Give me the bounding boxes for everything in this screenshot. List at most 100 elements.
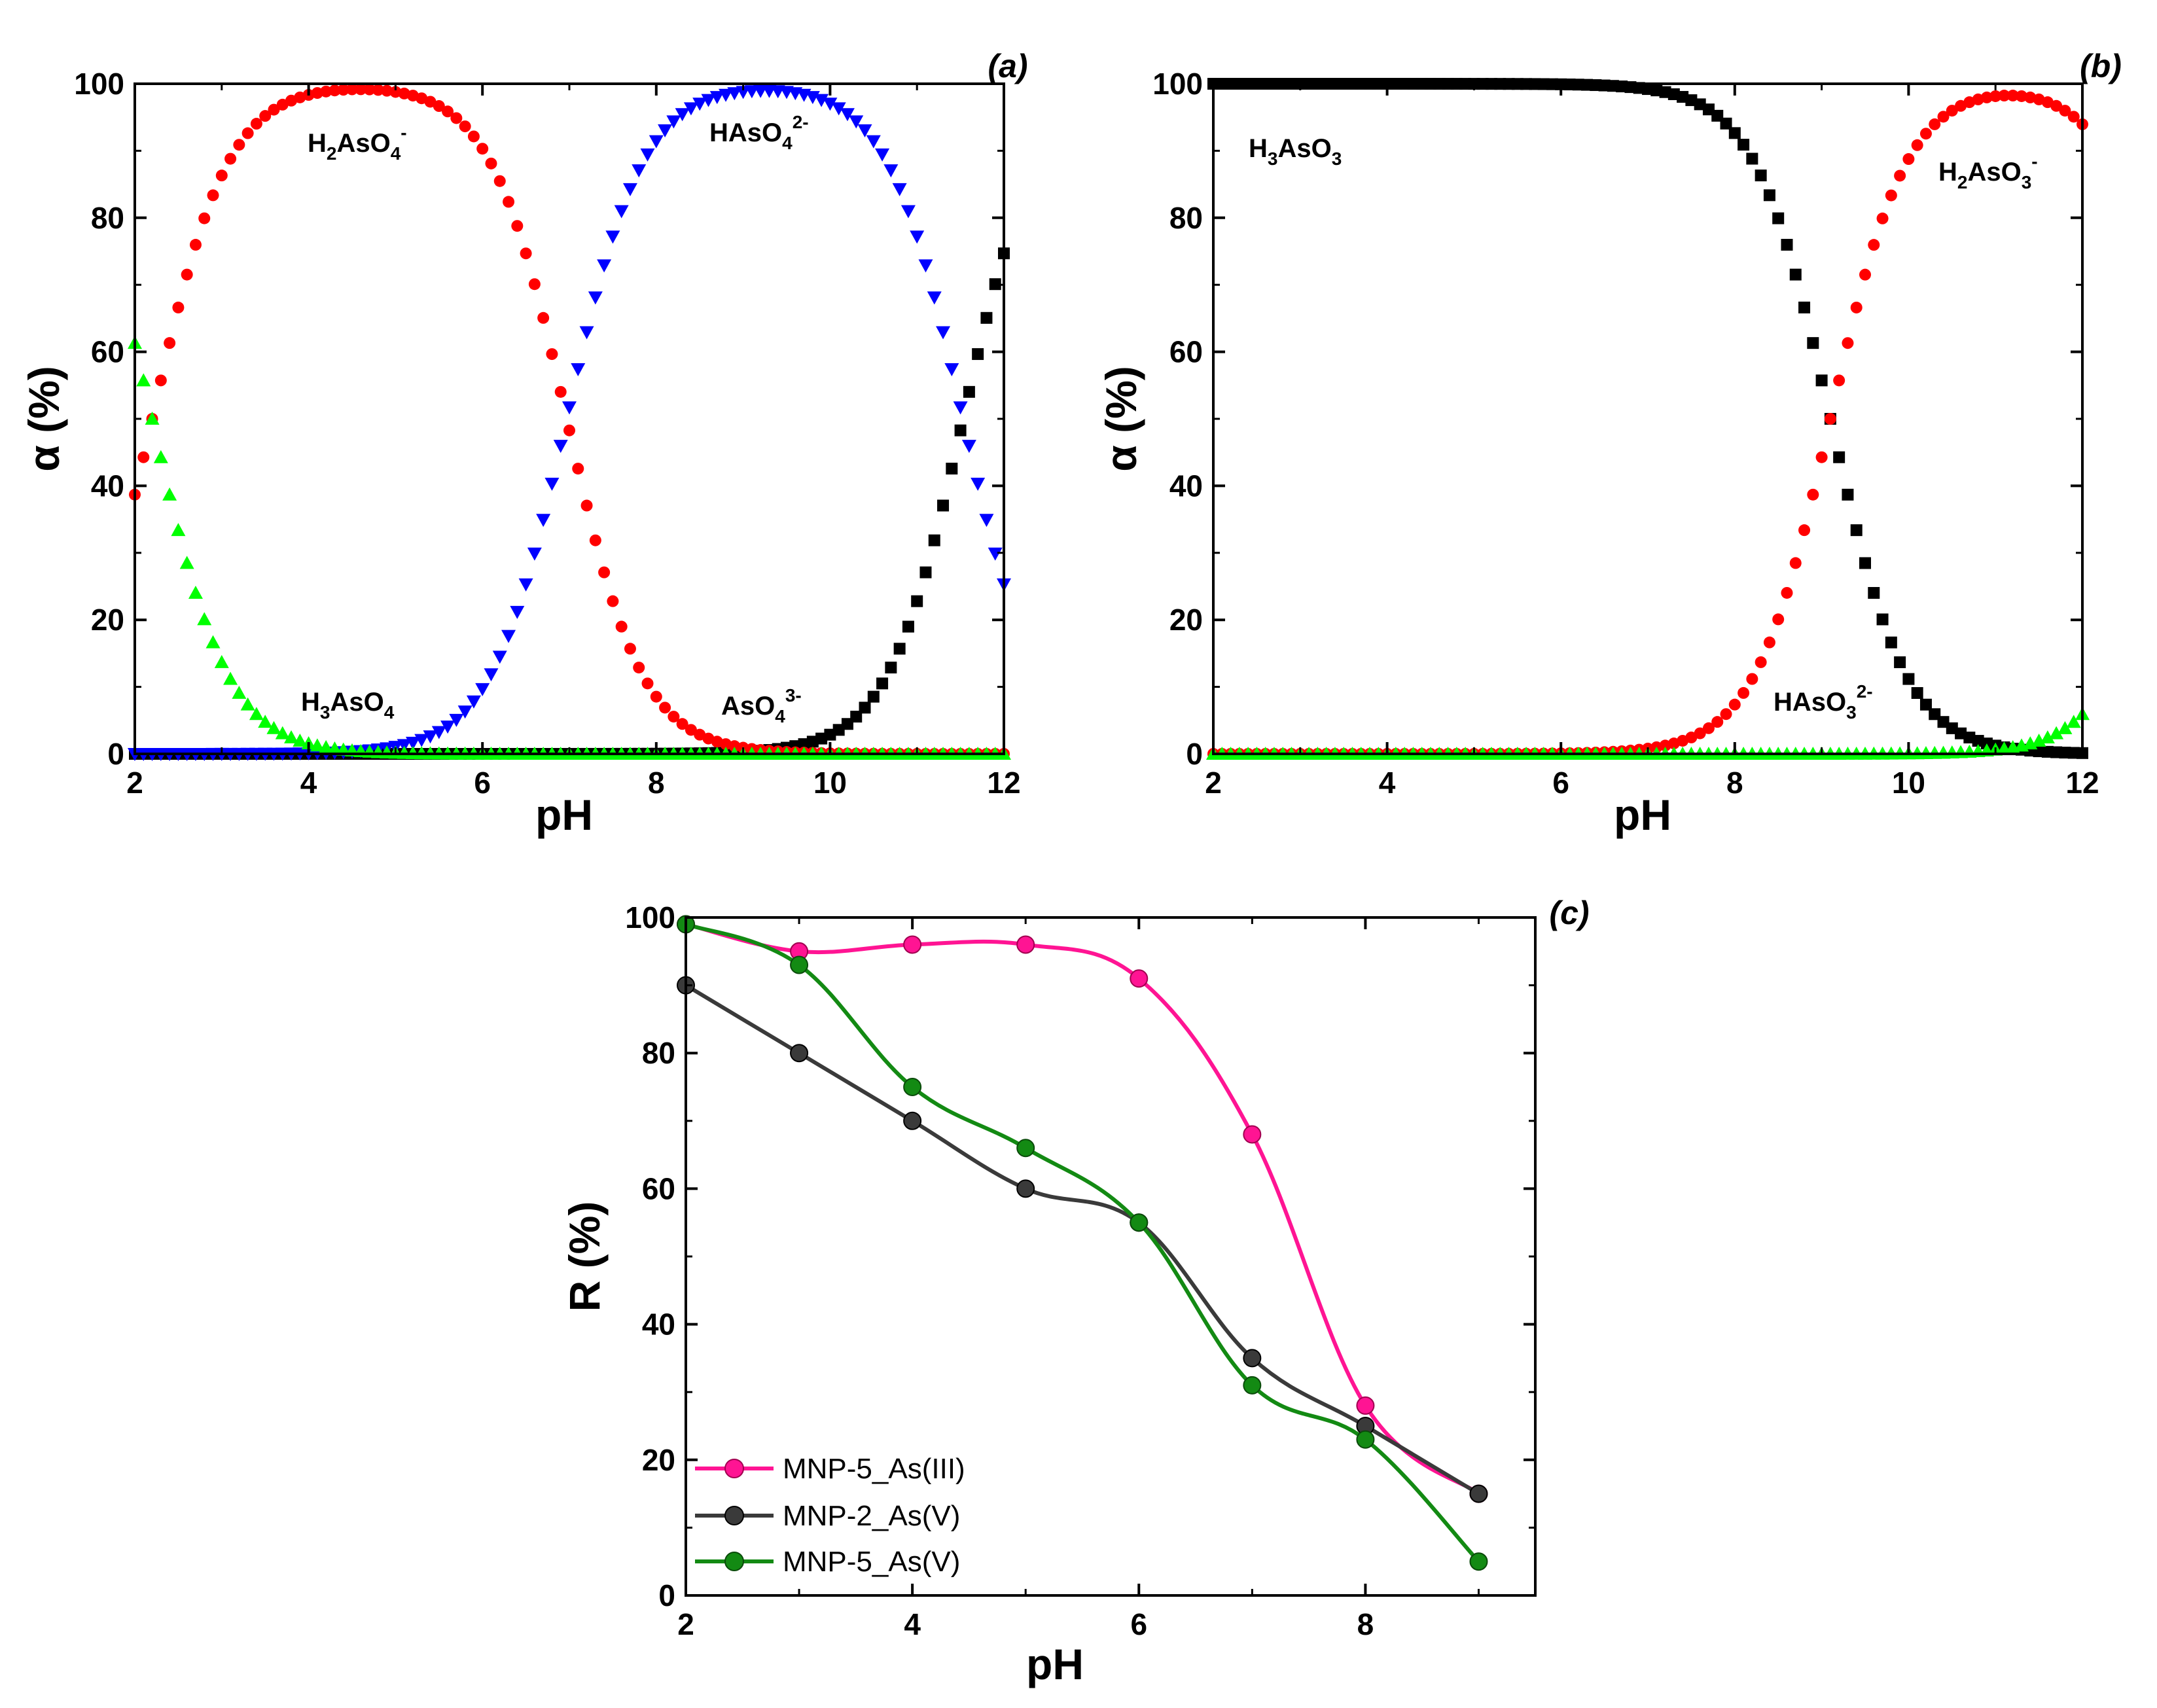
panel-b-point-H2AsO3- (1772, 613, 1785, 626)
panel-a-point-H2AsO4- (189, 239, 202, 251)
panel-c-point-MNP-2_As(V) (790, 1044, 809, 1063)
h2aso3-base: H (1938, 158, 1957, 187)
panel-a-point-H3AsO4 (188, 585, 203, 599)
panel-b-point-H2AsO3- (1919, 128, 1932, 140)
panel-a-point-HAsO42- (632, 164, 647, 178)
panel-a-point-H3AsO4 (153, 450, 168, 463)
panel-a-point-H2AsO4- (554, 385, 567, 398)
panel-c-point-MNP-5_As(V) (1243, 1376, 1262, 1395)
panel-a-point-H2AsO4- (311, 87, 323, 99)
panel-b-ticks: 2 4 6 8 10 12 0 20 40 60 80 100 (1152, 67, 2099, 800)
legend-label-mnp2-as5: MNP-2_As(V) (783, 1500, 960, 1532)
panel-a-point-H2AsO4- (503, 196, 515, 208)
panel-a-point-HAsO42- (892, 183, 907, 196)
panel-a-point-H2AsO4- (172, 301, 185, 313)
panel-a-y-tick-label: 0 (107, 737, 124, 771)
panel-a-point-H3AsO4 (293, 733, 308, 747)
panel-b-y-tick-label: 20 (1169, 603, 1203, 637)
panel-a-point-HAsO42- (900, 205, 916, 219)
panel-a-point-HAsO42- (701, 94, 716, 107)
legend-marker-mnp5-as3 (724, 1459, 744, 1478)
panel-b-point-H3AsO3 (1815, 374, 1828, 387)
h3aso4-rest: AsO (330, 688, 383, 717)
panel-c-point-MNP-5_As(V) (1469, 1552, 1488, 1571)
panel-a-point-HAsO42- (449, 713, 464, 727)
panel-a-point-H2AsO4- (320, 85, 332, 98)
panel-c-series-MNP-5_As(V) (677, 915, 1488, 1571)
panel-b-point-H3AsO3 (1720, 117, 1732, 130)
panel-c-x-tick-label: 2 (677, 1607, 694, 1641)
panel-a-point-H3AsO4 (266, 721, 281, 734)
panel-b-point-H2AsO3- (1894, 169, 1906, 182)
panel-a-point-H3AsO4 (162, 487, 177, 501)
panel-c-x-axis-label: pH (1026, 1640, 1084, 1688)
panel-b-label-h3aso3: H3AsO3 (1249, 134, 1342, 169)
panel-b-point-H2AsO3- (1702, 722, 1715, 734)
panel-a-point-H2AsO4- (164, 337, 176, 349)
panel-a-point-H2AsO4- (511, 220, 524, 232)
panel-a-point-HAsO42- (423, 730, 438, 744)
panel-b-point-H3AsO3 (1919, 698, 1932, 711)
h2aso3-rest: AsO (1967, 158, 2021, 187)
panel-a-point-H2AsO4- (224, 152, 237, 165)
panel-c-y-axis-label: R (%) (560, 1201, 609, 1312)
panel-b-point-H3AsO3 (1885, 636, 1897, 649)
panel-a-point-AsO43- (980, 311, 993, 324)
panel-b-point-H3AsO3 (1833, 451, 1845, 463)
panel-a-point-HAsO42- (910, 230, 925, 244)
panel-a-point-AsO43- (911, 595, 923, 607)
legend-label-mnp5-as5: MNP-5_As(V) (783, 1546, 960, 1578)
panel-a-y-tick-label: 80 (91, 201, 124, 235)
h3aso3-base: H (1249, 134, 1268, 163)
panel-a-point-H2AsO4- (572, 463, 584, 475)
panel-a-point-H2AsO4- (268, 103, 280, 116)
panel-b-x-tick-label: 4 (1379, 766, 1396, 800)
panel-a-point-H2AsO4- (685, 724, 697, 736)
panel-a-point-H2AsO4- (389, 86, 402, 98)
panel-a-x-tick-label: 10 (813, 766, 847, 800)
panel-a-point-H2AsO4- (215, 169, 228, 182)
aso4-sub2: 4 (775, 706, 785, 726)
panel-c-legend: MNP-5_As(III) MNP-2_As(V) MNP-5_As(V) (695, 1453, 965, 1578)
panel-a-point-HAsO42- (544, 477, 560, 491)
panel-a-point-H2AsO4- (241, 127, 254, 139)
panel-c-x-tick-label: 8 (1357, 1607, 1374, 1641)
panel-a-label-h2aso4: H2AsO4- (308, 122, 407, 164)
panel-c-y-tick-label: 100 (625, 900, 675, 934)
panel-a-plot-area (128, 83, 1011, 761)
panel-c-point-MNP-5_As(III) (1130, 969, 1149, 988)
panel-b-y-tick-label: 40 (1169, 469, 1203, 503)
panel-c-x-tick-label: 6 (1130, 1607, 1147, 1641)
panel-a-point-H3AsO4 (336, 742, 351, 756)
panel-b-y-axis-label: α (%) (1097, 366, 1145, 472)
panel-a-point-HAsO42- (536, 514, 551, 527)
panel-a-point-HAsO42- (979, 514, 994, 527)
panel-c-y-tick-label: 20 (642, 1443, 675, 1477)
panel-b-point-H2AsO3- (1885, 189, 1897, 202)
panel-a-point-H2AsO4- (580, 499, 593, 512)
panel-a-point-HAsO42- (823, 98, 838, 111)
panel-b-point-HAsO32- (2040, 730, 2055, 743)
panel-a-point-H3AsO4 (310, 738, 325, 752)
panel-a-point-H2AsO4- (450, 112, 463, 124)
panel-c-point-MNP-5_As(III) (903, 935, 922, 954)
panel-c-plot-area (677, 915, 1488, 1571)
panel-b-point-H3AsO3 (1850, 524, 1863, 537)
panel-a-point-H2AsO4- (650, 690, 662, 703)
panel-b-point-H2AsO3- (1720, 708, 1732, 721)
panel-a-point-H2AsO4- (467, 130, 480, 143)
panel-c-point-MNP-2_As(V) (903, 1111, 922, 1130)
h2aso4-sup: - (401, 122, 406, 143)
panel-c-y-tick-label: 40 (642, 1308, 675, 1342)
panel-b-point-H2AsO3- (1728, 698, 1741, 711)
panel-b-point-H3AsO3 (1789, 268, 1802, 281)
panel-a-point-HAsO42- (484, 668, 499, 682)
h3aso3-rest: AsO (1277, 134, 1331, 163)
panel-a-point-H2AsO4- (728, 740, 741, 753)
panel-a-point-HAsO42- (440, 721, 455, 734)
panel-a-point-HAsO42- (675, 108, 690, 122)
panel-a-y-axis-label: α (%) (20, 366, 68, 472)
panel-a-point-H2AsO4- (381, 84, 393, 97)
panel-a-point-H2AsO4- (615, 620, 628, 633)
